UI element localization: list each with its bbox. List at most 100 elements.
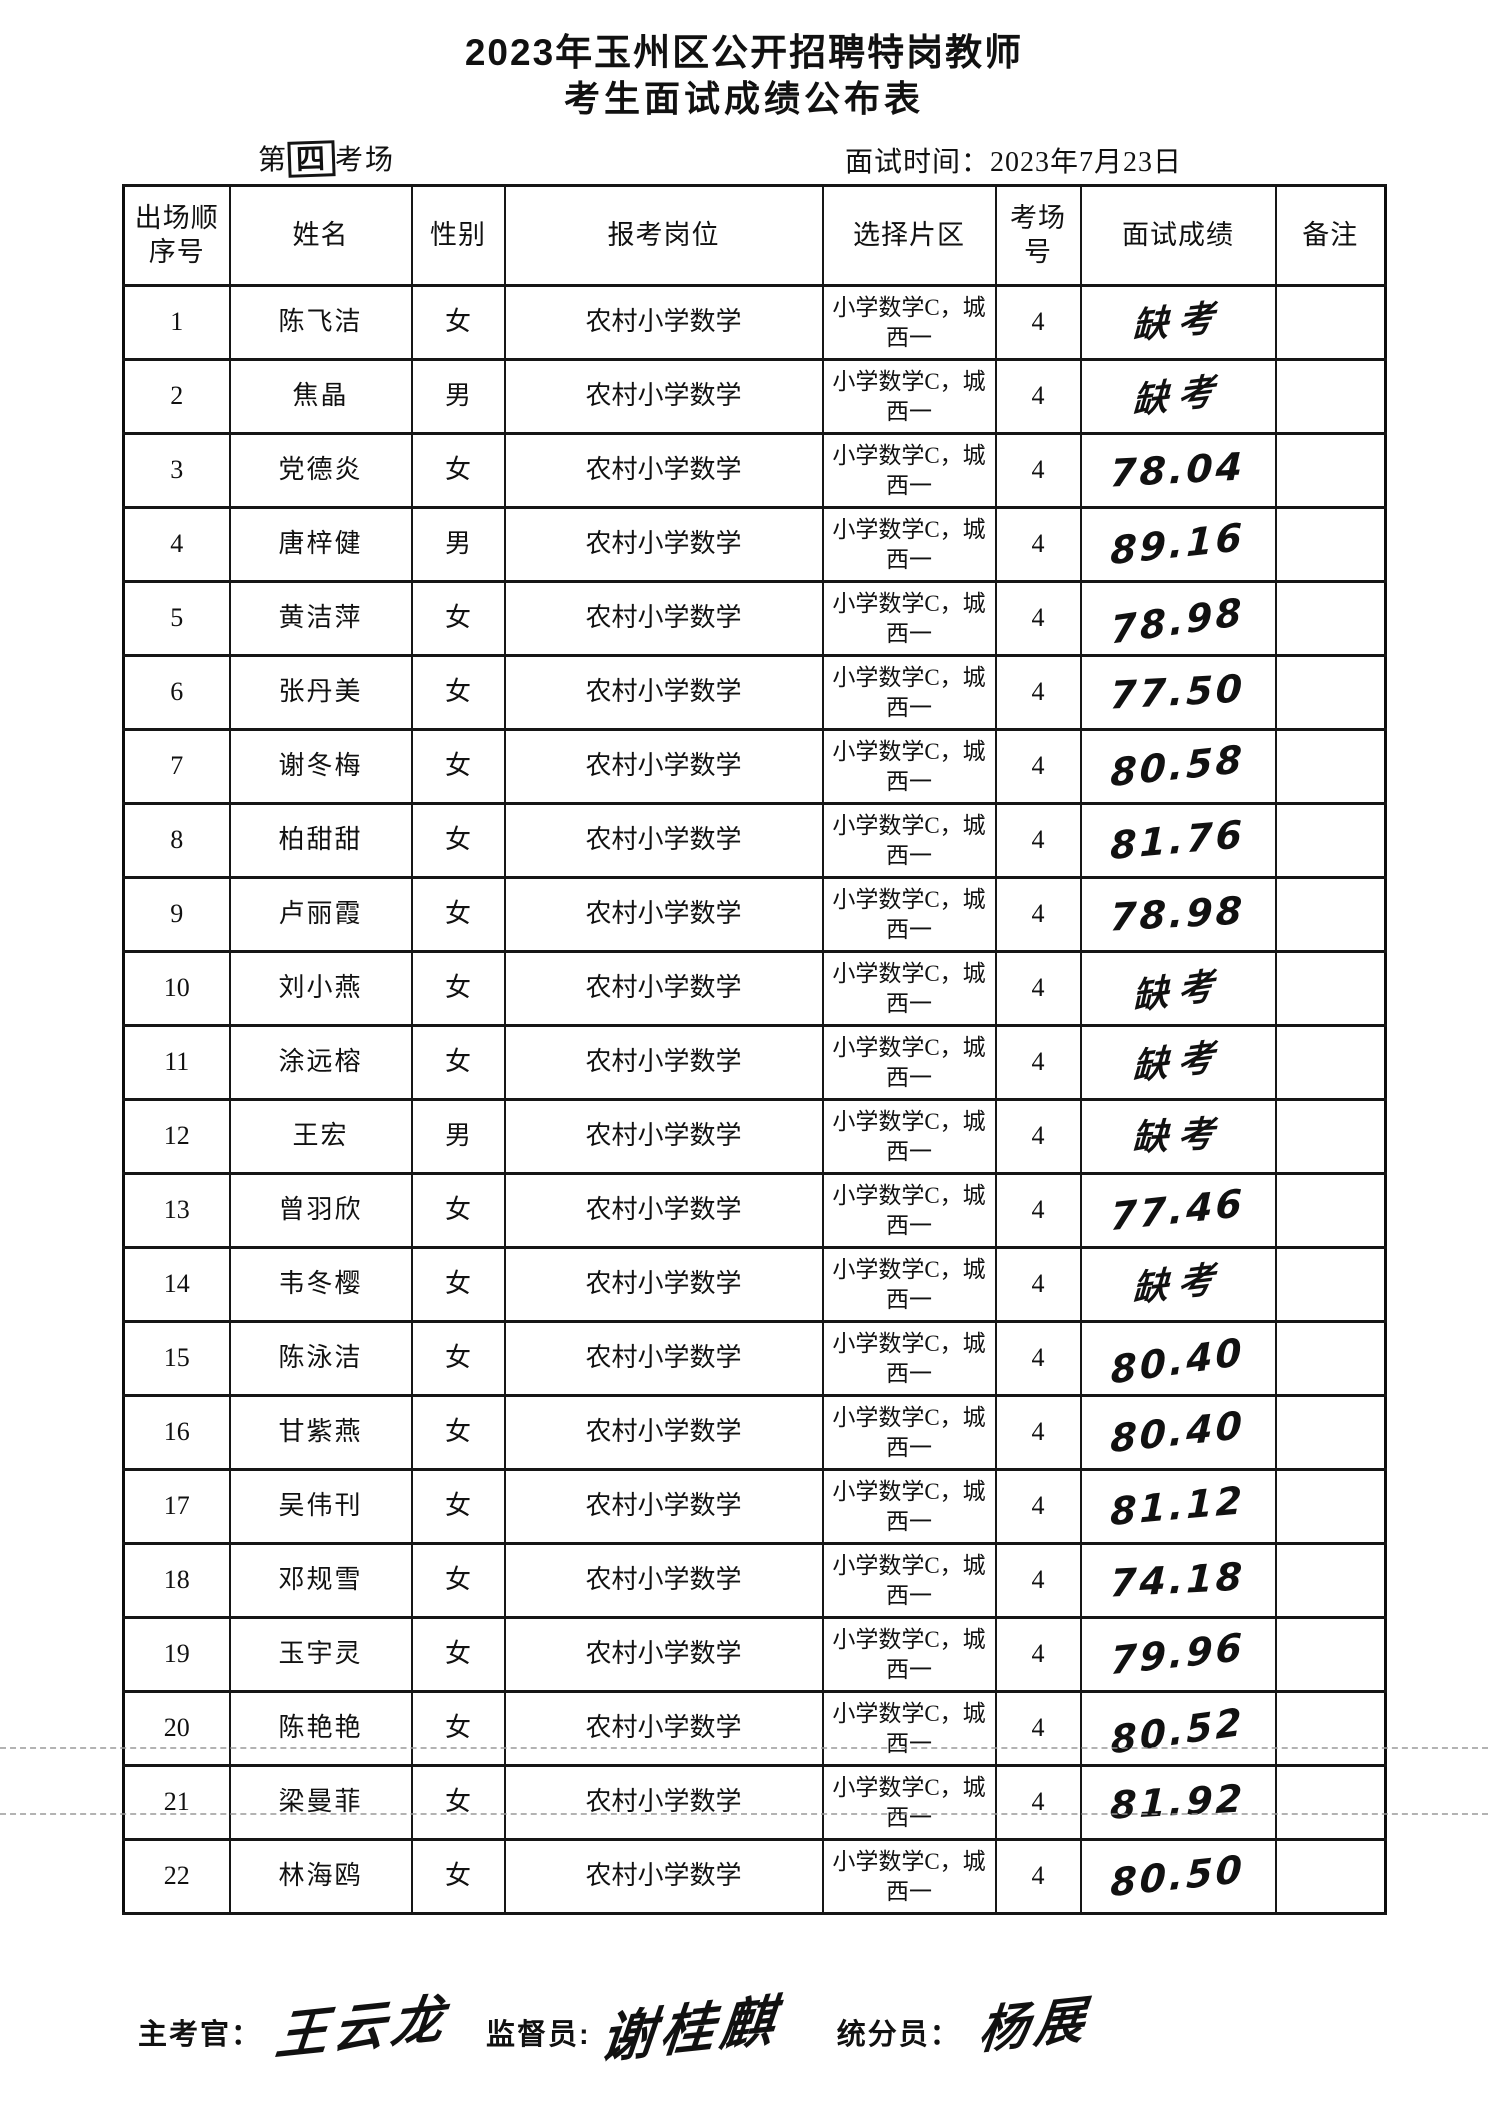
cell-position: 农村小学数学 <box>503 950 824 1027</box>
handwritten-absent-mark: 缺考 <box>1132 964 1224 1019</box>
cell-order-number: 17 <box>122 1468 231 1545</box>
column-header-4: 选择片区 <box>821 184 997 287</box>
cell-district: 小学数学C，城西一 <box>821 654 997 731</box>
cell-remark <box>1274 1098 1387 1175</box>
table-row: 15 陈泳洁女农村小学数学 小学数学C，城西一 4 80.40 <box>122 1320 1387 1397</box>
cell-order-number: 3 <box>122 432 231 509</box>
cell-position: 农村小学数学 <box>503 1764 824 1841</box>
cell-interview-score: 79.96 <box>1079 1616 1277 1693</box>
cell-district: 小学数学C，城西一 <box>821 1616 997 1693</box>
cell-candidate-name: 王宏 <box>228 1098 413 1175</box>
column-header-2: 性别 <box>410 184 506 287</box>
handwritten-absent-mark: 缺考 <box>1131 1258 1225 1311</box>
cell-remark <box>1274 1542 1387 1619</box>
table-row: 11 涂远榕女农村小学数学 小学数学C，城西一 4 缺考 <box>122 1024 1387 1101</box>
cell-gender: 女 <box>410 1024 506 1101</box>
cell-position: 农村小学数学 <box>503 1616 824 1693</box>
handwritten-absent-mark: 缺考 <box>1131 1113 1225 1160</box>
cell-gender: 男 <box>410 358 506 435</box>
cell-candidate-name: 卢丽霞 <box>228 876 413 953</box>
cell-order-number: 13 <box>122 1172 231 1249</box>
cell-gender: 女 <box>410 1542 506 1619</box>
handwritten-absent-mark: 缺考 <box>1131 370 1225 423</box>
cell-position: 农村小学数学 <box>503 1838 824 1915</box>
cell-district: 小学数学C，城西一 <box>821 1394 997 1471</box>
cell-interview-score: 81.12 <box>1079 1468 1277 1545</box>
cell-position: 农村小学数学 <box>503 284 824 361</box>
cell-interview-score: 缺考 <box>1079 1024 1277 1101</box>
cell-district: 小学数学C，城西一 <box>821 432 997 509</box>
cell-venue-number: 4 <box>994 1542 1082 1619</box>
cell-venue-number: 4 <box>994 432 1082 509</box>
cell-venue-number: 4 <box>994 950 1082 1027</box>
cell-district: 小学数学C，城西一 <box>821 802 997 879</box>
cell-interview-score: 78.98 <box>1079 876 1277 953</box>
cell-candidate-name: 曾羽欣 <box>228 1172 413 1249</box>
venue-suffix: 考场 <box>335 145 396 176</box>
handwritten-score: 89.16 <box>1110 514 1247 574</box>
cell-district: 小学数学C，城西一 <box>821 1098 997 1175</box>
cell-position: 农村小学数学 <box>503 1394 824 1471</box>
cell-gender: 女 <box>410 1320 506 1397</box>
cell-district: 小学数学C，城西一 <box>821 876 997 953</box>
venue-prefix: 第 <box>258 145 289 176</box>
cell-interview-score: 78.98 <box>1079 580 1277 657</box>
table-row: 6 张丹美女农村小学数学 小学数学C，城西一 4 77.50 <box>122 654 1387 731</box>
cell-remark <box>1274 1394 1387 1471</box>
cell-interview-score: 80.52 <box>1079 1690 1277 1767</box>
cell-remark <box>1274 728 1387 805</box>
cell-venue-number: 4 <box>994 506 1082 583</box>
table-row: 9 卢丽霞女农村小学数学 小学数学C，城西一 4 78.98 <box>122 876 1387 953</box>
cell-remark <box>1274 1172 1387 1249</box>
column-header-0: 出场顺序号 <box>122 184 231 287</box>
cell-venue-number: 4 <box>994 654 1082 731</box>
table-row: 7 谢冬梅女农村小学数学 小学数学C，城西一 4 80.58 <box>122 728 1387 805</box>
cell-candidate-name: 陈飞洁 <box>228 284 413 361</box>
cell-venue-number: 4 <box>994 1024 1082 1101</box>
cell-venue-number: 4 <box>994 1098 1082 1175</box>
cell-interview-score: 80.40 <box>1079 1320 1277 1397</box>
cell-venue-number: 4 <box>994 1394 1082 1471</box>
cell-gender: 女 <box>410 654 506 731</box>
cell-position: 农村小学数学 <box>503 876 824 953</box>
cell-position: 农村小学数学 <box>503 358 824 435</box>
cell-order-number: 2 <box>122 358 231 435</box>
cell-gender: 女 <box>410 284 506 361</box>
column-header-1: 姓名 <box>228 184 413 287</box>
cell-interview-score: 缺考 <box>1079 284 1277 361</box>
table-row: 4 唐梓健男农村小学数学 小学数学C，城西一 4 89.16 <box>122 506 1387 583</box>
cell-remark <box>1274 1838 1387 1915</box>
cell-candidate-name: 梁曼菲 <box>228 1764 413 1841</box>
score-counter-signature: 杨展 <box>975 1989 1094 2061</box>
cell-venue-number: 4 <box>994 358 1082 435</box>
cell-remark <box>1274 284 1387 361</box>
cell-order-number: 7 <box>122 728 231 805</box>
cell-gender: 女 <box>410 1246 506 1323</box>
cell-remark <box>1274 1468 1387 1545</box>
cell-remark <box>1274 654 1387 731</box>
cell-position: 农村小学数学 <box>503 1690 824 1767</box>
cell-interview-score: 缺考 <box>1079 950 1277 1027</box>
table-row: 17 吴伟刊女农村小学数学 小学数学C，城西一 4 81.12 <box>122 1468 1387 1545</box>
cell-district: 小学数学C，城西一 <box>821 1468 997 1545</box>
cell-position: 农村小学数学 <box>503 654 824 731</box>
cell-gender: 女 <box>410 1394 506 1471</box>
cell-order-number: 14 <box>122 1246 231 1323</box>
table-row: 1 陈飞洁女农村小学数学 小学数学C，城西一 4 缺考 <box>122 284 1387 361</box>
cell-position: 农村小学数学 <box>503 1024 824 1101</box>
signature-footer: 主考官： 王云龙 监督员: 谢桂麒 统分员： 杨展 <box>138 1985 1378 2071</box>
venue-number-handwritten: 四 <box>287 140 336 179</box>
cell-district: 小学数学C，城西一 <box>821 580 997 657</box>
cell-interview-score: 缺考 <box>1079 1246 1277 1323</box>
cell-position: 农村小学数学 <box>503 1098 824 1175</box>
cell-gender: 女 <box>410 950 506 1027</box>
cell-candidate-name: 党德炎 <box>228 432 413 509</box>
cell-order-number: 5 <box>122 580 231 657</box>
table-row: 10 刘小燕女农村小学数学 小学数学C，城西一 4 缺考 <box>122 950 1387 1027</box>
table-row: 2 焦晶男农村小学数学 小学数学C，城西一 4 缺考 <box>122 358 1387 435</box>
cell-district: 小学数学C，城西一 <box>821 1024 997 1101</box>
cell-gender: 女 <box>410 1468 506 1545</box>
table-row: 3 党德炎女农村小学数学 小学数学C，城西一 4 78.04 <box>122 432 1387 509</box>
cell-position: 农村小学数学 <box>503 1468 824 1545</box>
cell-gender: 男 <box>410 1098 506 1175</box>
